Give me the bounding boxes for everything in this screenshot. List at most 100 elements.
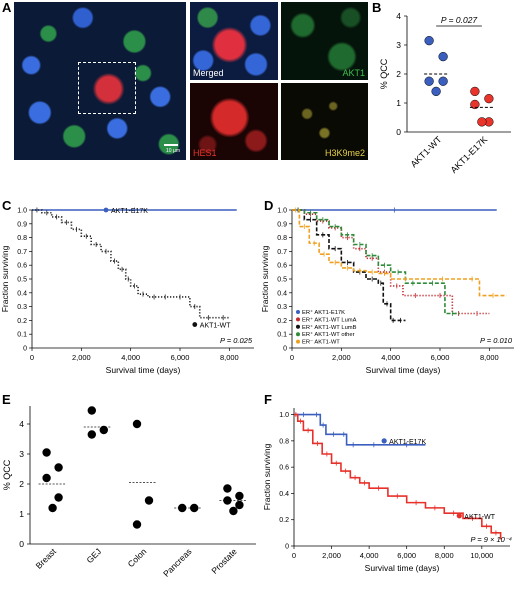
legend-label: ER⁺ AKT1-WT LumB xyxy=(302,324,357,331)
x-category-label: AKT1-WT xyxy=(409,134,444,169)
panel-letter: F xyxy=(264,392,272,407)
data-point xyxy=(235,491,244,501)
x-tick-label: 8,000 xyxy=(480,353,499,362)
data-point xyxy=(42,448,51,457)
data-point xyxy=(132,520,142,529)
y-tick-label: 0.2 xyxy=(279,517,289,524)
zoom-region-box xyxy=(78,62,136,114)
h3k9me2-channel-image: H3K9me2 xyxy=(281,83,368,160)
panel-f: F 0 0.2 0.4 0.6 0.8 1.0 0 2,000 4,000 6,000 8,000 1… xyxy=(262,392,520,593)
x-tick-label: 0 xyxy=(30,353,34,362)
qcc-by-tissue-chart: 0 1 2 3 4 % QCC Breast GEJ Colon Pancreas Prostate xyxy=(2,406,256,579)
panel-d: D 0 0.1 0.2 0.3 0.4 0.5 0.6 0.7 0.8 0.9 1.0 0 2,000 4… xyxy=(262,198,520,390)
x-tick-label: 6,000 xyxy=(397,551,416,560)
data-point xyxy=(484,94,494,104)
survival-chart-c: 0 0.1 0.2 0.3 0.4 0.5 0.6 0.7 0.8 0.9 1.0 0 2,000 4,0… xyxy=(0,207,254,375)
hes1-channel-image: HES1 xyxy=(190,83,278,160)
y-tick-label: 0.4 xyxy=(17,290,27,297)
data-point xyxy=(132,419,142,429)
panel-b: B 0 1 2 3 4 % QCC AKT1-WT AKT1-E17K P = 0.027 xyxy=(372,0,520,195)
y-tick-label: 4 xyxy=(396,11,401,21)
legend-label-e17k: AKT1-E17K xyxy=(111,208,148,215)
legend-marker xyxy=(296,332,300,337)
legend-marker xyxy=(296,310,300,314)
panel-c: C 0 0.1 0.2 0.3 0.4 0.5 0.6 0.7 0.8 0.9 1.0 0 2,000 4… xyxy=(0,198,262,390)
y-axis-label: Fraction surviving xyxy=(0,245,10,312)
y-tick-label: 0.8 xyxy=(17,235,27,242)
survival-curve xyxy=(32,209,230,319)
y-tick-label: 1.0 xyxy=(277,208,287,215)
data-point xyxy=(235,500,244,510)
panel-letter: C xyxy=(2,198,12,213)
data-point xyxy=(470,99,480,110)
y-tick-label: 4 xyxy=(19,419,24,429)
x-tick-label: 4,000 xyxy=(381,353,400,362)
y-tick-label: 1 xyxy=(19,509,24,519)
legend-label-wt: AKT1-WT xyxy=(200,323,231,330)
y-tick-label: 1.0 xyxy=(279,412,289,419)
panel-letter: E xyxy=(2,392,11,407)
y-tick-label: 0.3 xyxy=(277,304,287,311)
x-tick-label: 4,000 xyxy=(360,551,379,560)
p-value-label: P = 0.010 xyxy=(480,336,513,345)
y-tick-label: 0.1 xyxy=(277,332,287,339)
y-tick-label: 0.5 xyxy=(17,277,27,284)
x-category-label: Pancreas xyxy=(161,546,193,578)
survival-curve xyxy=(292,209,460,315)
x-tick-label: 2,000 xyxy=(322,551,341,560)
h3k9me2-label: H3K9me2 xyxy=(324,148,365,158)
y-tick-label: 2 xyxy=(19,479,24,489)
y-tick-label: 0.3 xyxy=(17,304,27,311)
x-tick-label: 8,000 xyxy=(220,353,239,362)
y-tick-label: 0 xyxy=(285,544,289,551)
legend-label: ER⁻ AKT1-WT xyxy=(302,340,340,346)
microscopy-overview-image: 10 µm xyxy=(14,2,186,160)
y-tick-label: 3 xyxy=(396,40,401,50)
legend-marker-e17k xyxy=(103,207,109,213)
legend-label: ER⁺ AKT1-WT LumA xyxy=(302,316,357,323)
y-tick-label: 0.2 xyxy=(277,318,287,325)
y-tick-label: 1.0 xyxy=(17,208,27,215)
x-tick-label: 6,000 xyxy=(171,353,190,362)
y-tick-label: 0.5 xyxy=(277,277,287,284)
data-point xyxy=(470,86,480,97)
legend-marker xyxy=(296,324,300,329)
scale-bar-label: 10 µm xyxy=(166,148,180,154)
data-point xyxy=(54,463,63,472)
y-axis-label: % QCC xyxy=(379,58,389,89)
scale-bar xyxy=(164,144,178,146)
legend-label: ER⁺ AKT1-WT other xyxy=(302,331,355,338)
data-point xyxy=(144,496,154,505)
akt1-channel-image: AKT1 xyxy=(281,2,368,80)
y-tick-label: 2 xyxy=(396,69,401,79)
survival-curve xyxy=(292,209,507,297)
y-tick-label: 0.7 xyxy=(277,249,287,256)
y-tick-label: 3 xyxy=(19,449,24,459)
data-point xyxy=(87,430,97,439)
x-tick-label: 6,000 xyxy=(431,353,450,362)
legend-marker xyxy=(296,317,300,322)
y-tick-label: 0.6 xyxy=(279,465,289,472)
panel-e: E 0 1 2 3 4 % QCC Breast GEJ Colon Pancreas Prosta… xyxy=(0,392,262,593)
data-point xyxy=(54,493,63,502)
x-tick-label: 8,000 xyxy=(435,551,454,560)
panel-letter: B xyxy=(372,0,382,15)
x-axis-label: Survival time (days) xyxy=(365,563,440,573)
y-tick-label: 1 xyxy=(396,98,401,108)
legend-marker xyxy=(296,339,300,344)
y-tick-label: 0.6 xyxy=(277,263,287,270)
data-point xyxy=(48,503,57,513)
legend-marker-e17k xyxy=(381,438,387,444)
x-tick-label: 2,000 xyxy=(332,353,351,362)
data-point xyxy=(99,425,109,435)
data-point xyxy=(431,86,441,97)
survival-curve xyxy=(292,209,490,315)
legend-marker-wt xyxy=(192,322,198,327)
x-tick-label: 4,000 xyxy=(121,353,140,362)
merged-image: Merged xyxy=(190,2,278,80)
legend-label-wt: AKT1-WT xyxy=(464,514,495,521)
survival-chart-d: 0 0.1 0.2 0.3 0.4 0.5 0.6 0.7 0.8 0.9 1.0 0 2,000 4,0… xyxy=(262,207,514,375)
panel-letter: A xyxy=(2,0,12,15)
data-point xyxy=(424,36,434,46)
legend-label: ER⁺ AKT1-E17K xyxy=(302,309,345,316)
